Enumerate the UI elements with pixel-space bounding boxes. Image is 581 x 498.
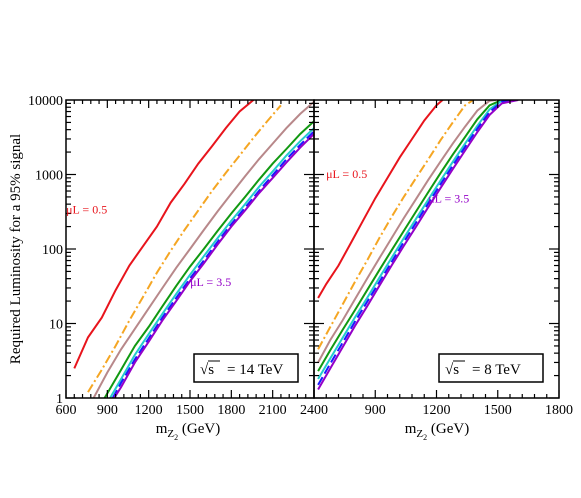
left-y-tick-label: 1000 <box>35 169 63 184</box>
right-series-line-4 <box>317 100 511 380</box>
right-panel: 900 1200 1500 1800 μL = 0.5 μL = 3.5 √s = 8 TeV <box>313 99 573 418</box>
left-x-tick-label: 900 <box>97 403 118 418</box>
left-energy-box <box>193 353 299 383</box>
right-x-tick-label: 900 <box>365 403 386 418</box>
left-x-tick-label: 1800 <box>217 403 245 418</box>
left-panel: 600 900 1200 1500 1800 2100 2400 1 10 100 1000 1000… <box>28 94 328 418</box>
right-x-tick-label: 1800 <box>545 403 573 418</box>
left-energy-label: = 14 TeV <box>227 362 283 378</box>
left-x-tick-label: 2400 <box>300 403 328 418</box>
left-energy-symbol: √s <box>200 362 214 378</box>
left-series-line-0 <box>73 100 255 369</box>
left-series-line-5 <box>111 130 314 398</box>
y-axis-label: Required Luminosity for a 95% signal <box>8 134 24 364</box>
left-x-tick-label: 600 <box>56 403 77 418</box>
left-series-line-4 <box>109 127 314 398</box>
right-energy-box <box>438 353 544 383</box>
left-x-tick-label: 1500 <box>176 403 204 418</box>
x-axis-label-right: mZ2 (GeV) <box>405 421 469 442</box>
right-energy-symbol: √s <box>445 362 459 378</box>
left-annotation-1: μL = 3.5 <box>190 275 231 289</box>
left-series-line-6 <box>113 133 314 398</box>
right-energy-label: = 8 TeV <box>472 362 521 378</box>
x-axis-label-left: mZ2 (GeV) <box>156 421 220 442</box>
left-series-line-2 <box>92 100 314 398</box>
right-series-line-6 <box>317 100 519 391</box>
right-series-line-0 <box>317 100 444 299</box>
right-series-line-5 <box>317 100 515 386</box>
left-annotation-0: μL = 0.5 <box>66 202 107 216</box>
right-series-line-1 <box>317 100 474 350</box>
right-series-line-3 <box>317 100 510 372</box>
right-annotation-0: μL = 0.5 <box>326 167 367 181</box>
left-y-tick-label: 100 <box>42 243 63 258</box>
left-y-tick-label: 10 <box>49 318 63 333</box>
left-y-tick-label: 10000 <box>28 94 63 109</box>
left-series-line-1 <box>87 104 282 393</box>
left-x-tick-label: 1200 <box>135 403 163 418</box>
right-x-tick-label: 1200 <box>423 403 451 418</box>
left-series-line-3 <box>103 120 314 398</box>
right-x-tick-label: 1500 <box>484 403 512 418</box>
left-y-tick-label: 1 <box>56 392 63 407</box>
right-series-line-2 <box>317 100 496 363</box>
right-annotation-1: μL = 3.5 <box>428 192 469 206</box>
left-x-tick-label: 2100 <box>259 403 287 418</box>
right-panel-frame <box>313 99 560 399</box>
